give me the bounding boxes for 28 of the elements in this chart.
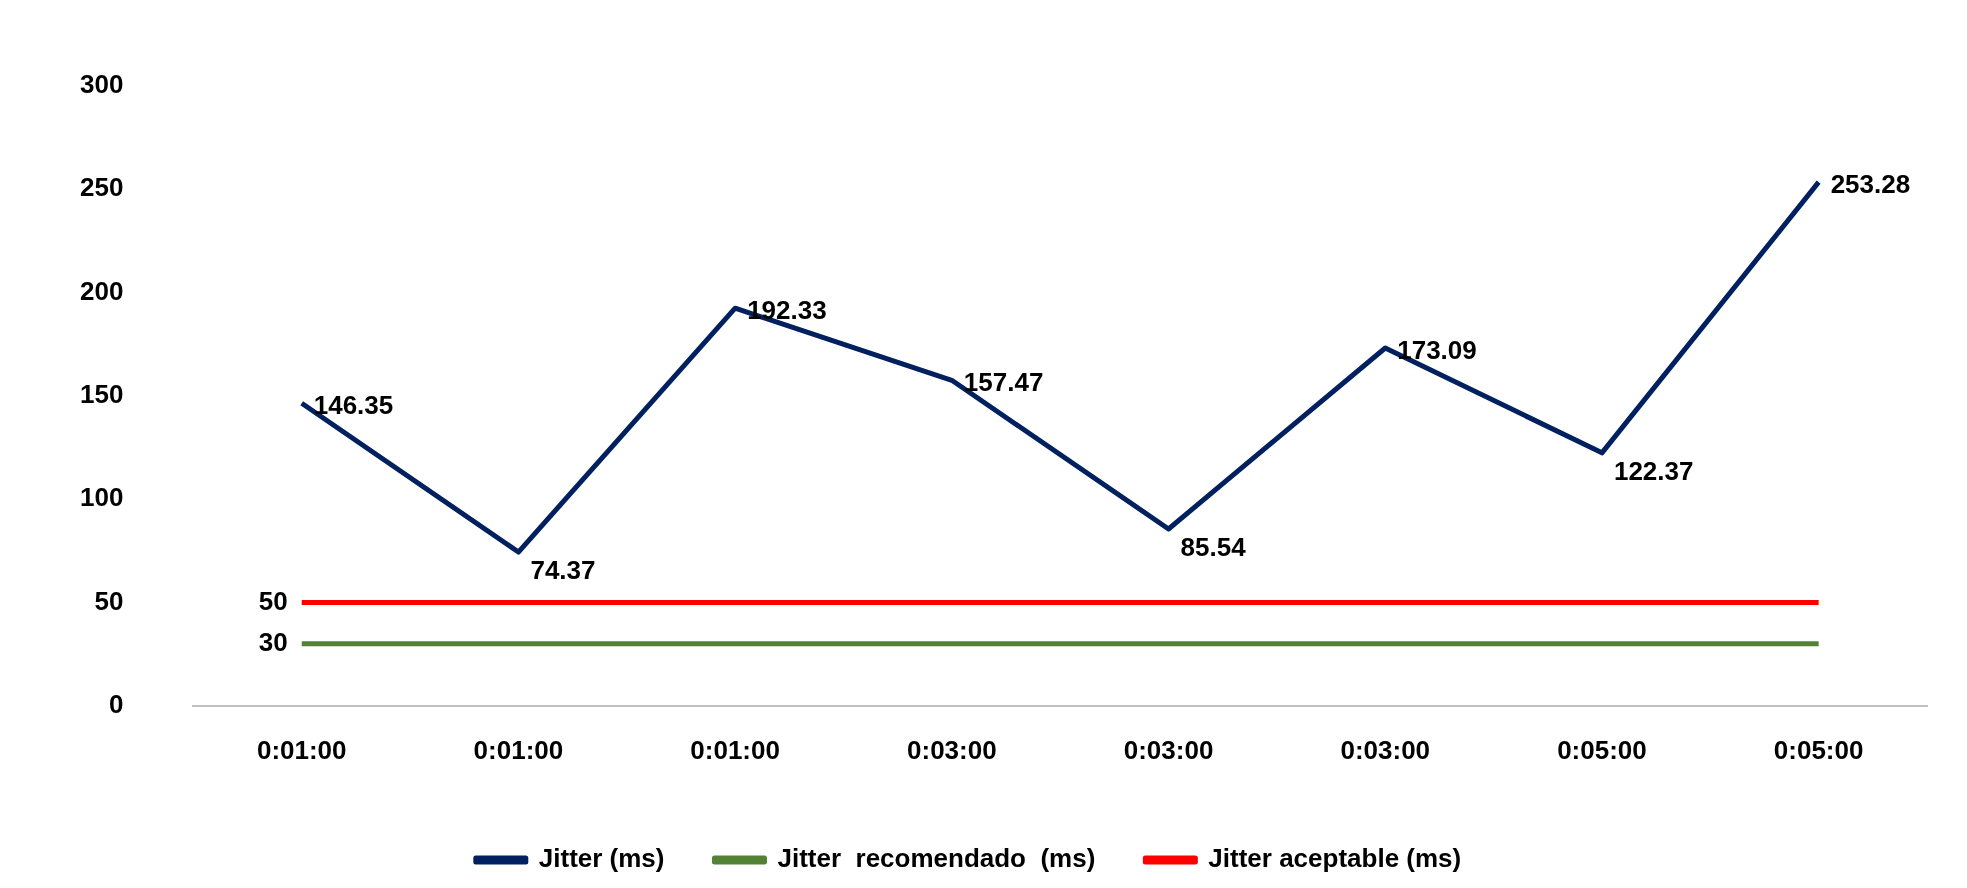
y-tick-label: 100 bbox=[79, 482, 124, 513]
y-tick-label: 0 bbox=[108, 688, 124, 719]
data-label: 192.33 bbox=[747, 295, 827, 326]
x-tick-label: 0:03:00 bbox=[1340, 734, 1431, 765]
y-tick-label: 50 bbox=[94, 585, 124, 616]
data-label: 146.35 bbox=[313, 390, 394, 421]
legend-label: Jitter aceptable (ms) bbox=[1208, 843, 1462, 874]
data-label: 173.09 bbox=[1397, 335, 1477, 366]
data-label: 30 bbox=[258, 626, 288, 657]
data-label: 85.54 bbox=[1180, 532, 1247, 563]
data-label: 253.28 bbox=[1830, 169, 1911, 200]
y-tick-label: 200 bbox=[79, 275, 124, 306]
y-tick-label: 150 bbox=[79, 378, 124, 409]
data-label: 74.37 bbox=[530, 555, 596, 586]
legend-label: Jitter recomendado (ms) bbox=[777, 843, 1096, 874]
x-tick-label: 0:05:00 bbox=[1557, 734, 1647, 765]
data-label: 157.47 bbox=[963, 367, 1044, 398]
x-tick-label: 0:01:00 bbox=[473, 734, 564, 765]
data-label: 122.37 bbox=[1613, 455, 1694, 486]
x-tick-label: 0:01:00 bbox=[256, 734, 347, 765]
data-label: 50 bbox=[258, 585, 288, 616]
legend-label: Jitter (ms) bbox=[538, 843, 665, 874]
y-tick-label: 250 bbox=[79, 172, 124, 203]
x-tick-label: 0:03:00 bbox=[1123, 734, 1214, 765]
x-tick-label: 0:05:00 bbox=[1773, 734, 1864, 765]
x-tick-label: 0:03:00 bbox=[907, 734, 997, 765]
x-tick-label: 0:01:00 bbox=[690, 734, 780, 765]
y-tick-label: 300 bbox=[79, 68, 124, 99]
